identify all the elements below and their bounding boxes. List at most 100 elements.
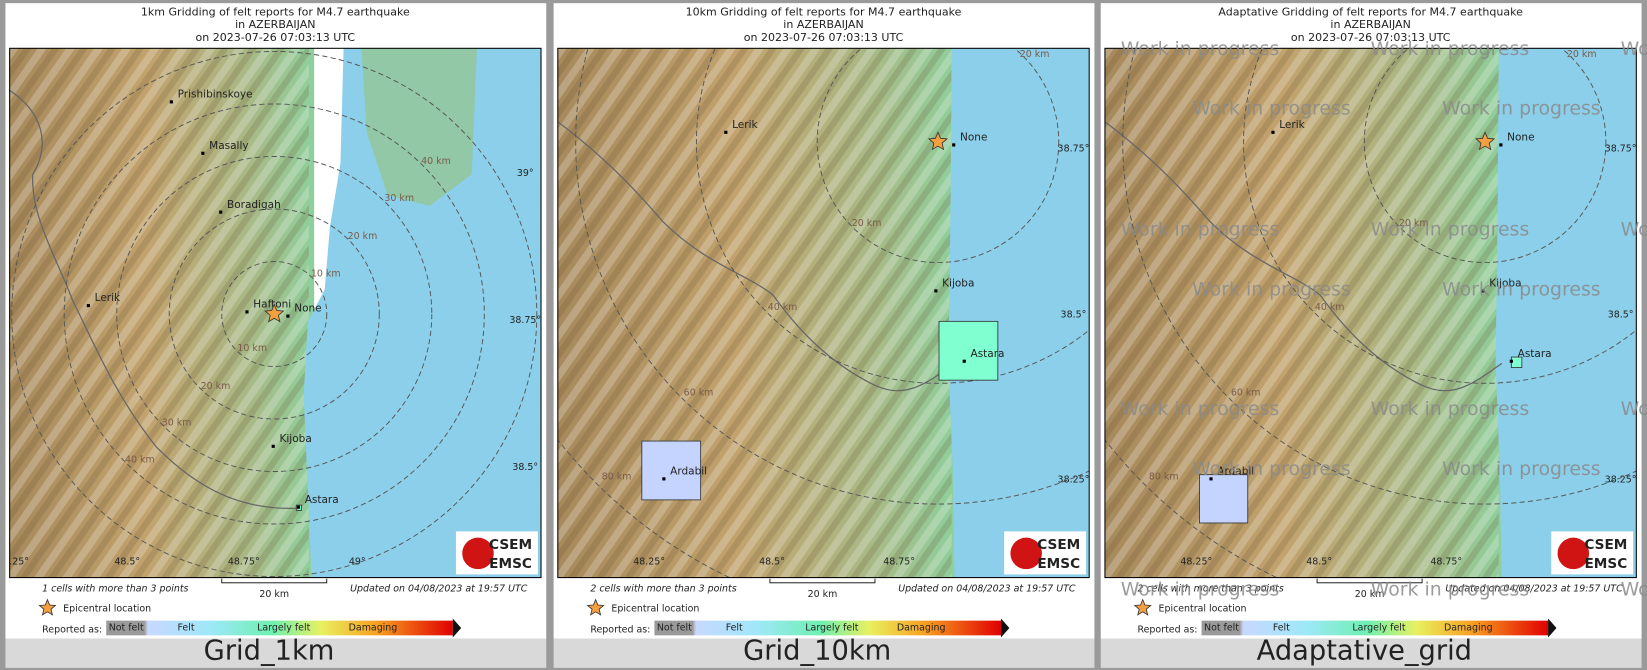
lon-label: 48.25° <box>633 556 665 567</box>
distance-ring <box>696 48 1090 384</box>
map-title: in AZERBAIJAN <box>783 18 863 31</box>
map-title: 1km Gridding of felt reports for M4.7 ea… <box>141 6 410 19</box>
watermark: Work in progress <box>1192 98 1351 120</box>
legend-star <box>586 598 605 616</box>
place-label: None <box>1507 132 1534 144</box>
watermark: Work in progress <box>1442 98 1601 120</box>
place-label: Lerik <box>95 292 121 304</box>
grid-cell <box>641 440 702 501</box>
logo-text: CSEM <box>489 537 532 553</box>
ring-label: 60 km <box>684 387 714 398</box>
place-label: Ardabil <box>1217 466 1254 478</box>
caption-strip <box>553 638 1095 668</box>
place-dot <box>296 505 300 509</box>
lon-label: 48.5° <box>759 556 785 567</box>
place-label: Kijoba <box>280 433 312 445</box>
map-title: on 2023-07-26 07:03:13 UTC <box>1291 31 1451 44</box>
place-dot <box>286 314 290 318</box>
hillshade <box>1104 48 1499 578</box>
sea <box>948 48 1090 578</box>
panel: Adaptative Gridding of felt reports for … <box>1100 3 1647 668</box>
lon-label: 48.75° <box>228 556 260 567</box>
distance-ring <box>11 50 538 578</box>
grid-cell <box>938 320 999 381</box>
map-inner <box>1104 48 1637 578</box>
ring-label: 20 km <box>1020 49 1050 60</box>
lat-label: 39° <box>517 168 534 179</box>
distance-ring <box>816 48 1060 263</box>
legend-reported: Reported as: <box>590 625 650 636</box>
distance-ring <box>1243 48 1637 384</box>
colorbar-arrow <box>1000 618 1010 638</box>
map-title: on 2023-07-26 07:03:13 UTC <box>744 31 904 44</box>
place-dot <box>245 310 249 314</box>
place-dot <box>201 151 205 155</box>
legend-reported: Reported as: <box>1137 625 1197 636</box>
cells-note: 2 cells with more than 3 points <box>1137 584 1283 595</box>
distance-ring <box>168 208 380 420</box>
watermark: Work in progress <box>1371 398 1530 420</box>
distance-ring <box>116 156 433 472</box>
place-dot <box>1209 477 1213 481</box>
scale-label: 20 km <box>259 589 289 600</box>
place-dot <box>219 210 223 214</box>
ring-label: 40 km <box>421 156 451 167</box>
colorbar-label: Felt <box>1273 622 1290 633</box>
logo-text: CSEM <box>1584 537 1627 553</box>
colorbar-label: Felt <box>726 622 743 633</box>
lat-label: 38.5° <box>512 462 538 473</box>
ring-label: 10 km <box>311 269 341 280</box>
updated-note: Updated on 04/08/2023 at 19:57 UTC <box>350 584 528 595</box>
map-title: Adaptative Gridding of felt reports for … <box>1218 6 1523 19</box>
legend-epicenter: Epicentral location <box>611 604 699 615</box>
caption-strip <box>1100 638 1642 668</box>
epicenter-star <box>1475 131 1496 151</box>
place-label: Astara <box>305 494 339 506</box>
grid-cell <box>1199 474 1249 524</box>
place-dot <box>724 130 728 134</box>
colorbar <box>1201 620 1549 636</box>
place-label: Boradigah <box>227 199 281 211</box>
lat-label: 38.75° <box>509 315 541 326</box>
place-label: Ardabil <box>670 466 707 478</box>
epicenter-star <box>264 303 285 323</box>
place-dot <box>662 477 666 481</box>
lon-label: 48.75° <box>1430 556 1462 567</box>
watermark: Work in progress <box>1371 218 1530 240</box>
colorbar-label: Largely felt <box>1352 622 1406 633</box>
colorbar-label: Not felt <box>109 622 144 633</box>
logo-globe <box>462 537 494 570</box>
place-dot <box>1499 143 1503 147</box>
sea <box>303 48 542 578</box>
logo-globe <box>1557 537 1590 570</box>
place-label: Kijoba <box>942 278 974 290</box>
map-title: on 2023-07-26 07:03:13 UTC <box>196 31 356 44</box>
scale-bar <box>1316 578 1423 584</box>
map-inner <box>557 48 1090 578</box>
lon-label: 49° <box>349 556 366 567</box>
cells-note: 1 cells with more than 3 points <box>42 584 188 595</box>
colorbar-label: Damaging <box>1444 622 1493 633</box>
watermark: Work in progress <box>1192 278 1351 300</box>
distance-ring <box>63 103 485 525</box>
distance-ring <box>1363 48 1607 263</box>
distance-ring <box>221 261 328 367</box>
colorbar <box>106 620 453 636</box>
map-frame <box>9 47 542 579</box>
place-dot <box>952 143 956 147</box>
watermark: Work in progress <box>1121 38 1280 60</box>
map-frame <box>557 47 1090 579</box>
ring-label: 30 km <box>384 193 414 204</box>
place-label: None <box>294 303 321 315</box>
place-dot <box>962 359 966 363</box>
watermark: Work in progress <box>1621 218 1647 240</box>
place-dot <box>86 304 90 308</box>
legend-reported: Reported as: <box>42 625 102 636</box>
distance-ring <box>575 48 1090 505</box>
map-title: in AZERBAIJAN <box>1330 18 1410 31</box>
cells-note: 2 cells with more than 3 points <box>590 584 736 595</box>
map: 10 km 10 km 20 km 20 km 30 km 30 km 40 km 40 km… <box>9 48 542 578</box>
watermark: Work in progress <box>1121 579 1280 601</box>
